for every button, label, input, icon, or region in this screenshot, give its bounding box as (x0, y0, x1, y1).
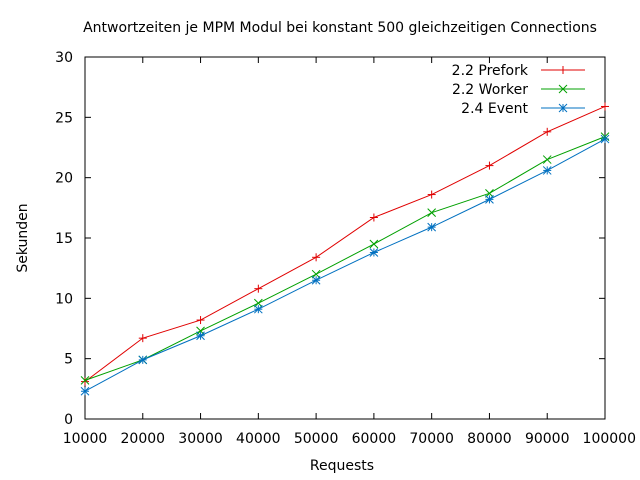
data-point (543, 127, 552, 136)
x-tick-label: 60000 (352, 431, 397, 447)
series-1 (80, 132, 610, 385)
legend-label: 2.2 Worker (452, 82, 528, 98)
series-layer (80, 102, 610, 396)
x-axis-label: Requests (310, 458, 374, 474)
series-line (84, 138, 606, 392)
y-tick-label: 15 (55, 231, 73, 247)
data-point (196, 331, 205, 341)
data-point (427, 190, 436, 199)
data-point (369, 239, 379, 249)
data-point (601, 102, 609, 111)
legend-marker (559, 66, 567, 74)
data-point (485, 195, 494, 204)
data-point (80, 386, 90, 396)
data-point (600, 134, 610, 144)
legend-marker (558, 103, 568, 113)
x-tick-label: 40000 (236, 431, 281, 447)
data-point (138, 334, 147, 343)
data-point (485, 161, 494, 170)
y-tick-label: 20 (55, 171, 73, 187)
x-tick-label: 50000 (294, 431, 339, 447)
y-axis-ticks: 0 5 10 15 20 25 30 (55, 50, 605, 428)
data-point (369, 213, 378, 222)
y-tick-label: 25 (55, 110, 73, 126)
data-point (254, 284, 263, 293)
data-point (427, 208, 437, 218)
x-tick-label: 80000 (467, 431, 512, 447)
legend-label: 2.2 Prefork (452, 63, 529, 79)
data-point (196, 316, 205, 325)
y-tick-label: 30 (55, 50, 73, 66)
data-point (542, 166, 552, 175)
chart-title: Antwortzeiten je MPM Modul bei konstant … (83, 20, 597, 36)
data-point (311, 275, 321, 285)
x-tick-label: 30000 (178, 431, 223, 447)
x-tick-label: 90000 (525, 431, 570, 447)
x-axis-ticks: 10000 20000 30000 40000 50000 60000 70000 80000… (63, 57, 636, 447)
series-line (84, 106, 606, 382)
y-axis-label: Sekunden (15, 203, 31, 272)
x-tick-label: 10000 (63, 431, 108, 447)
data-point (312, 253, 321, 262)
x-tick-label: 100000 (583, 431, 636, 447)
data-point (138, 355, 148, 365)
data-point (80, 376, 90, 385)
y-tick-label: 10 (55, 291, 73, 307)
data-point (81, 377, 89, 386)
series-2 (80, 134, 610, 396)
data-point (427, 222, 437, 232)
series-0 (81, 102, 609, 386)
x-tick-label: 70000 (409, 431, 454, 447)
y-tick-label: 5 (64, 352, 73, 368)
x-tick-label: 20000 (121, 431, 166, 447)
data-point (369, 248, 379, 257)
data-point (253, 304, 263, 314)
series-line (84, 136, 606, 381)
legend: 2.2 Prefork 2.2 Worker 2.4 Event (452, 63, 585, 117)
legend-marker (558, 84, 568, 94)
data-point (542, 155, 552, 164)
y-tick-label: 0 (64, 412, 73, 428)
legend-label: 2.4 Event (461, 101, 528, 117)
